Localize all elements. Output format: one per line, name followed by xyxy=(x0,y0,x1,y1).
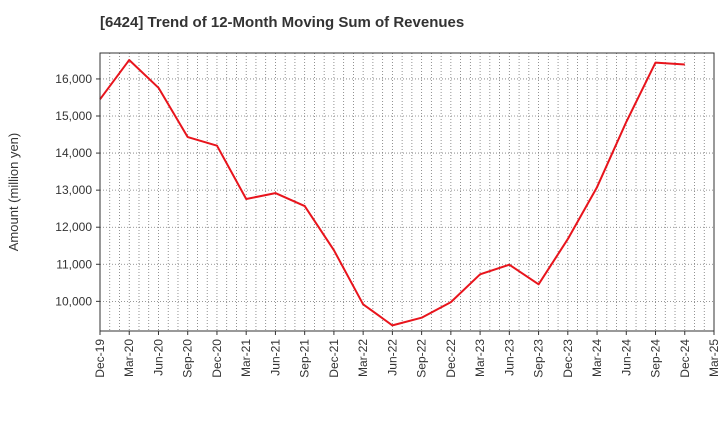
x-tick-label: Sep-21 xyxy=(298,339,312,378)
x-tick-label: Sep-24 xyxy=(649,339,663,378)
grid-lines xyxy=(100,53,714,331)
x-tick-label: Dec-21 xyxy=(327,339,341,378)
x-tick-label: Dec-24 xyxy=(678,339,692,378)
x-tick-label: Jun-21 xyxy=(268,339,282,376)
series-layer xyxy=(99,59,685,327)
x-tick-label: Sep-23 xyxy=(532,339,546,378)
series-line xyxy=(99,59,685,327)
x-tick-label: Mar-24 xyxy=(590,339,604,377)
y-tick-label: 14,000 xyxy=(55,146,92,160)
x-tick-label: Dec-22 xyxy=(444,339,458,378)
y-axis-label: Amount (million yen) xyxy=(6,133,21,252)
x-axis-ticks: Dec-19 Mar-20 Jun-20 Sep-20 Dec-20 Mar-21 Jun-… xyxy=(93,331,720,378)
y-tick-label: 12,000 xyxy=(55,220,92,234)
chart-title: [6424] Trend of 12-Month Moving Sum of R… xyxy=(100,14,465,31)
x-tick-label: Jun-23 xyxy=(502,339,516,376)
x-tick-label: Mar-20 xyxy=(122,339,136,377)
y-tick-label: 16,000 xyxy=(55,72,92,86)
x-tick-label: Dec-23 xyxy=(561,339,575,378)
x-tick-label: Jun-22 xyxy=(385,339,399,376)
x-tick-label: Sep-22 xyxy=(415,339,429,378)
x-tick-label: Mar-23 xyxy=(473,339,487,377)
y-tick-label: 13,000 xyxy=(55,183,92,197)
plot-frame xyxy=(99,52,715,332)
x-tick-label: Mar-25 xyxy=(707,339,720,377)
y-tick-label: 10,000 xyxy=(55,294,92,308)
y-axis-ticks: 10,000 11,000 12,000 13,000 14,000 15,000 16,0… xyxy=(55,72,100,308)
x-tick-label: Jun-24 xyxy=(619,339,633,376)
x-tick-label: Sep-20 xyxy=(181,339,195,378)
x-tick-label: Mar-22 xyxy=(356,339,370,377)
x-tick-label: Dec-19 xyxy=(93,339,107,378)
y-tick-label: 15,000 xyxy=(55,109,92,123)
x-tick-label: Dec-20 xyxy=(210,339,224,378)
y-tick-label: 11,000 xyxy=(56,257,92,271)
x-tick-label: Jun-20 xyxy=(151,339,165,376)
x-tick-label: Mar-21 xyxy=(239,339,253,377)
